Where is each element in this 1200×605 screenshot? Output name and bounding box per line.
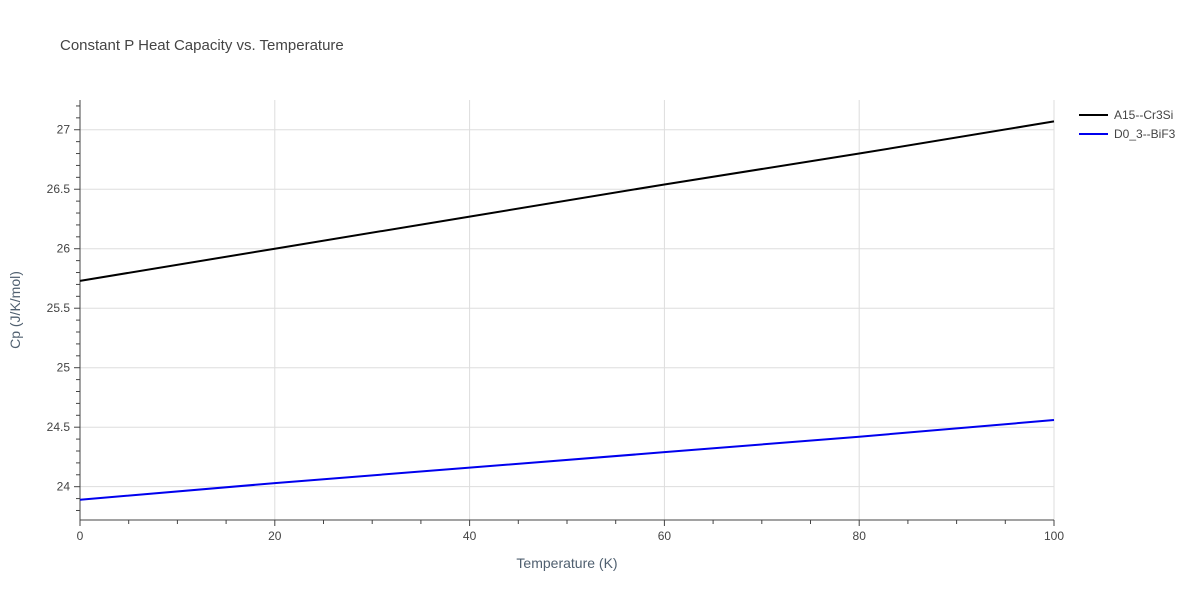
legend-label-0: A15--Cr3Si — [1114, 108, 1173, 122]
series-lines — [79, 120, 1055, 501]
x-tick-label: 80 — [853, 529, 867, 543]
legend-label-1: D0_3--BiF3 — [1114, 127, 1176, 141]
x-tick-label: 100 — [1044, 529, 1064, 543]
legend: A15--Cr3Si D0_3--BiF3 — [1079, 108, 1176, 141]
y-tick-label: 26 — [57, 242, 71, 256]
y-tick-label: 24.5 — [47, 420, 71, 434]
y-tick-label: 25 — [57, 361, 71, 375]
series-line-1 — [79, 419, 1055, 501]
chart-title: Constant P Heat Capacity vs. Temperature — [60, 37, 344, 54]
y-tick-label: 27 — [57, 123, 71, 137]
y-tick-label: 25.5 — [47, 301, 71, 315]
x-tick-label: 40 — [463, 529, 477, 543]
y-tick-label: 24 — [57, 480, 71, 494]
x-tick-label: 20 — [268, 529, 282, 543]
x-axis-title: Temperature (K) — [516, 555, 617, 571]
y-axis-title: Cp (J/K/mol) — [7, 271, 23, 349]
x-tick-label: 60 — [658, 529, 672, 543]
axes: 0 20 40 60 80 100 24 24.5 25 25.5 26 26.5 27 — [47, 100, 1064, 543]
grid — [80, 100, 1055, 520]
series-line-0 — [79, 120, 1055, 282]
y-tick-label: 26.5 — [47, 182, 71, 196]
x-tick-label: 0 — [77, 529, 84, 543]
